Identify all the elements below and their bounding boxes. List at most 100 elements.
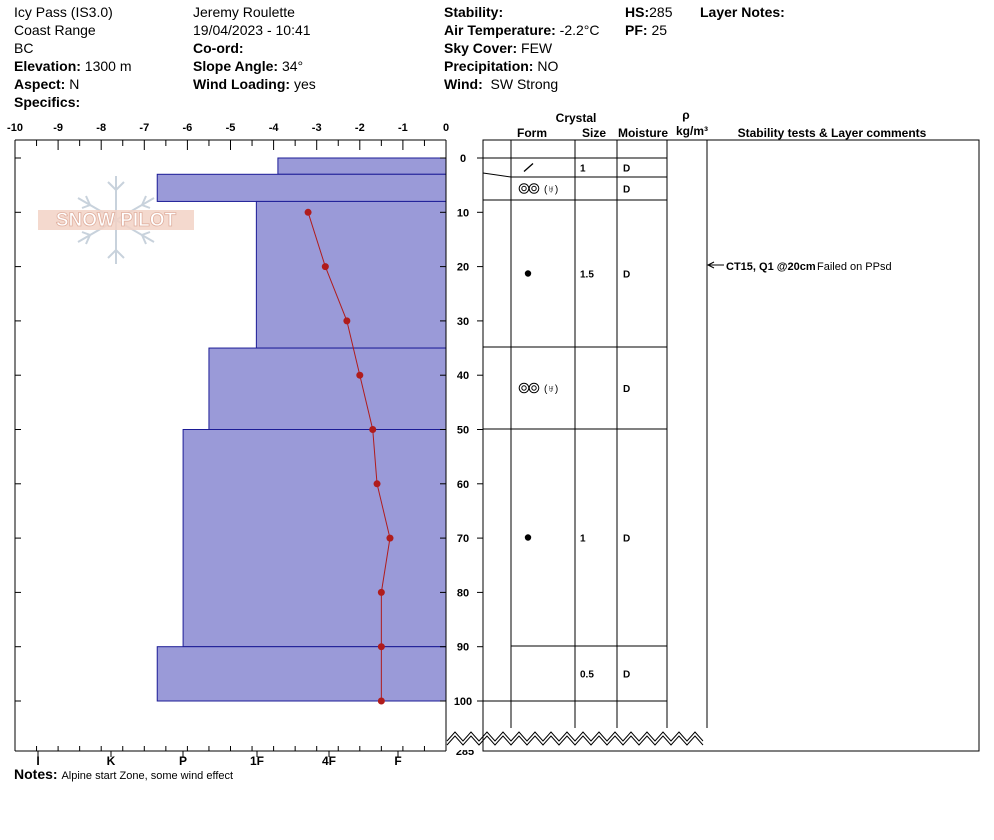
depth-tick-label: 30 [457, 316, 469, 328]
notes-text: Alpine start Zone, some wind effect [61, 770, 234, 782]
stability-test-code: CT15, Q1 @20cm [726, 261, 816, 273]
watermark-text: SNOW PILOT [56, 210, 177, 231]
temperature-point [321, 263, 329, 271]
stability-test-comment: Failed on PPsd [817, 261, 892, 273]
temp-tick-label: -9 [53, 122, 63, 134]
density-rho-header: ρ [682, 108, 689, 122]
temp-tick-label: -1 [398, 122, 408, 134]
temp-tick-label: -10 [7, 122, 23, 134]
layer-moisture: D [623, 185, 630, 196]
form-dot-icon [524, 534, 532, 541]
temperature-point [343, 317, 351, 325]
temp-tick-label: -4 [269, 122, 280, 134]
location-name: Icy Pass (IS3.0) [14, 4, 113, 20]
stability-header: Stability tests & Layer comments [738, 126, 927, 140]
graupel-ring [528, 183, 540, 194]
density-unit-header: kg/m³ [676, 124, 708, 138]
chart-frame [14, 139, 483, 757]
hs-value: 285 [649, 4, 673, 20]
temp-tick-label: -2 [355, 122, 365, 134]
break-gap [447, 746, 482, 750]
depth-break-upper [446, 731, 704, 742]
temperature-point [377, 697, 385, 705]
air-temp-value: -2.2°C [559, 22, 600, 38]
depth-tick-label: 80 [457, 587, 469, 599]
crystal-header: Crystal [556, 111, 597, 125]
wind-loading-label: Wind Loading: [193, 76, 291, 92]
depth-tick-label: 70 [457, 533, 469, 545]
temp-tick-label: -6 [183, 122, 193, 134]
hardness-tick-label: F [394, 754, 401, 768]
graupel-secondary: (♅) [544, 384, 558, 395]
hardness-tick-label: K [107, 754, 116, 768]
slope-value: 34° [281, 58, 304, 74]
form-slash-icon [523, 163, 534, 172]
sky-cover-label: Sky Cover: [444, 40, 518, 56]
graupel-ring-inner [531, 385, 537, 391]
aspect-label: Aspect: [14, 76, 66, 92]
hardness-bar-1 [156, 173, 447, 202]
temperature-point [386, 534, 394, 542]
depth-break-lower [446, 735, 704, 746]
hardness-bar-2 [255, 200, 447, 349]
aspect-value: N [69, 76, 80, 92]
hardness-bar-5 [156, 646, 447, 702]
slope-label: Slope Angle: [193, 58, 279, 74]
coord-label: Co-ord: [193, 40, 244, 56]
layer-size: 0.5 [580, 670, 594, 681]
temp-tick-label: -5 [226, 122, 236, 134]
depth-tick-label: 10 [457, 207, 469, 219]
depth-tick-label: 90 [457, 642, 469, 654]
hs-label: HS: [625, 4, 650, 20]
temperature-point [304, 208, 312, 216]
form-header: Form [517, 126, 547, 140]
layer-connector [482, 172, 512, 178]
temp-tick-label: -3 [312, 122, 322, 134]
temp-tick-label: -7 [139, 122, 149, 134]
precip-value: NO [537, 58, 559, 74]
layer-moisture: D [623, 164, 630, 175]
layer-moisture: D [623, 670, 630, 681]
air-temp-label: Air Temperature: [444, 22, 556, 38]
wind-loading-value: yes [293, 76, 316, 92]
elevation-label: Elevation: [14, 58, 81, 74]
hardness-tick-label: 4F [322, 754, 336, 768]
stability-test-annotation: CT15, Q1 @20cm Failed on PPsd [706, 261, 892, 273]
layer-size: 1.5 [580, 270, 594, 281]
temp-tick-label: 0 [443, 122, 449, 134]
sky-cover-value: FEW [521, 40, 553, 56]
size-header: Size [582, 126, 606, 140]
layer-table: 1 D (♅) D 1.5 D (♅) D 1 D 0.5 D [446, 139, 980, 752]
precip-label: Precipitation: [444, 58, 534, 74]
hardness-tick-label: I [36, 754, 39, 768]
temperature-point [377, 643, 385, 651]
depth-tick-label: 20 [457, 262, 469, 274]
depth-tick-label: 50 [457, 425, 469, 437]
layer-moisture: D [623, 270, 630, 281]
pf-label: PF: [625, 22, 648, 38]
depth-tick-label: 0 [460, 153, 466, 165]
mountain-range: Coast Range [14, 22, 96, 38]
temperature-point [373, 480, 381, 488]
hardness-tick-label: 1F [250, 754, 264, 768]
temp-tick-label: -8 [96, 122, 106, 134]
graupel-ring-inner [521, 385, 527, 391]
hardness-bar-0 [277, 157, 447, 175]
layer-moisture: D [623, 534, 630, 545]
form-dot-icon [524, 270, 532, 277]
hardness-tick-label: P [179, 754, 187, 768]
stability-label: Stability: [444, 4, 504, 20]
graupel-ring [528, 382, 540, 394]
graupel-ring-inner [521, 185, 527, 192]
hardness-bar-3 [208, 347, 447, 430]
snowpilot-logo: SNOW PILOT [34, 172, 198, 268]
observation-datetime: 19/04/2023 - 10:41 [193, 22, 311, 38]
depth-tick-label: 100 [454, 696, 472, 708]
temperature-point [377, 588, 385, 596]
hardness-bar-4 [182, 429, 447, 648]
form-graupel-icon: (♅) [518, 382, 558, 395]
moisture-header: Moisture [618, 126, 668, 140]
layer-notes-label: Layer Notes: [700, 4, 785, 20]
temperature-point [356, 371, 364, 379]
